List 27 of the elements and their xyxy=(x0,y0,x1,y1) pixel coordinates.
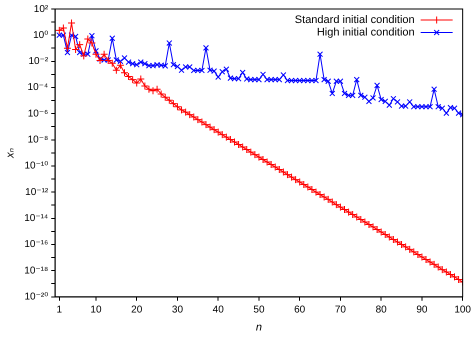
y-tick-label: 10⁻¹⁶ xyxy=(24,239,48,250)
x-tick-label: 10 xyxy=(90,304,102,316)
x-tick-label: 60 xyxy=(294,304,306,316)
y-tick-label: 10⁻⁴ xyxy=(28,82,48,94)
y-tick-label: 10⁻¹² xyxy=(25,186,49,198)
x-tick-label: 30 xyxy=(172,304,184,316)
legend-label: High initial condition xyxy=(316,26,415,39)
y-tick-label: 10² xyxy=(34,4,49,15)
x-tick-label: 90 xyxy=(416,304,428,316)
y-tick-label: 10⁻¹⁰ xyxy=(24,160,48,172)
y-tick-label: 10⁻² xyxy=(28,56,49,68)
y-tick-label: 10⁻⁶ xyxy=(28,108,48,120)
y-tick-label: 10⁻²⁰ xyxy=(24,292,48,303)
x-tick-label: 20 xyxy=(131,304,143,316)
x-tick-label: 1 xyxy=(56,304,63,316)
y-tick-label: 10⁻¹⁴ xyxy=(24,213,48,224)
x-tick-label: 70 xyxy=(334,304,346,316)
x-axis-title: n xyxy=(256,321,262,334)
y-tick-label: 10⁰ xyxy=(33,30,48,41)
x-tick-label: 100 xyxy=(454,304,472,316)
y-tick-label: 10⁻⁸ xyxy=(28,134,48,146)
y-tick-label: 10⁻¹⁸ xyxy=(24,265,48,276)
x-tick-label: 50 xyxy=(253,304,265,316)
x-tick-label: 40 xyxy=(212,304,224,316)
legend-label: Standard initial condition xyxy=(294,14,415,26)
x-tick-label: 80 xyxy=(376,304,388,316)
y-axis-title: xₙ xyxy=(4,148,17,159)
